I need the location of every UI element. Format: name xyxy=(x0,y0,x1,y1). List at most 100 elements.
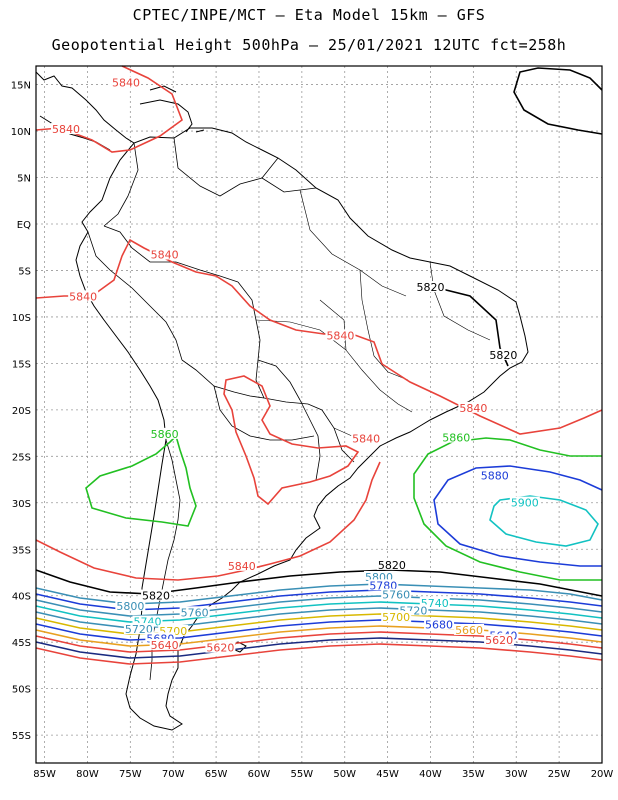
contour-label-background xyxy=(368,579,399,591)
contour-label-background xyxy=(158,624,189,636)
latitude-tick-label: 20S xyxy=(12,406,31,417)
latitude-tick-label: EQ xyxy=(17,220,31,231)
map-title: CPTEC/INPE/MCT – Eta Model 15km – GFS xyxy=(132,6,486,24)
contour-5840-north xyxy=(35,65,183,153)
contour-label-background xyxy=(68,290,99,302)
latitude-tick-label: 15N xyxy=(11,81,31,92)
contour-label: 5760 xyxy=(382,589,410,602)
contour-label-background xyxy=(351,432,382,444)
contour-label-background xyxy=(179,606,210,618)
latitude-tick-label: 15S xyxy=(12,359,31,370)
longitude-tick-label: 35W xyxy=(462,769,485,780)
latitude-tick-label: 50S xyxy=(12,685,31,696)
contour-5860-west xyxy=(85,434,197,527)
map-frame xyxy=(35,65,603,764)
contour-label: 5760 xyxy=(181,606,209,619)
contour-5820-black xyxy=(35,569,603,597)
contour-5860-east xyxy=(413,437,602,581)
graticule xyxy=(36,66,603,763)
contour-label-background xyxy=(419,597,450,609)
contour-label: 5900 xyxy=(511,497,539,510)
contour-label: 5820 xyxy=(142,590,170,603)
longitude-tick-label: 85W xyxy=(33,769,56,780)
contour-label-background xyxy=(479,469,510,481)
contour-label: 5840 xyxy=(69,290,97,303)
longitude-tick-label: 25W xyxy=(548,769,571,780)
contour-label-background xyxy=(149,248,180,260)
contour-label: 5820 xyxy=(378,559,406,572)
contour-label: 5840 xyxy=(352,433,380,446)
contour-label: 5840 xyxy=(326,329,354,342)
contour-label-background xyxy=(325,329,356,341)
contour-label-background xyxy=(149,638,180,650)
contour-label: 5860 xyxy=(151,428,179,441)
longitude-tick-label: 20W xyxy=(591,769,614,780)
latitude-tick-label: 55S xyxy=(12,731,31,742)
contour-label-background xyxy=(454,623,485,635)
latitude-tick-label: 40S xyxy=(12,592,31,603)
contour-label: 5680 xyxy=(425,618,453,631)
contour-5880 xyxy=(433,465,603,567)
contour-label-background xyxy=(149,427,180,439)
latitude-tick-label: 10S xyxy=(12,313,31,324)
contour-label: 5840 xyxy=(459,402,487,415)
longitude-tick-label: 40W xyxy=(419,769,442,780)
longitude-tick-label: 55W xyxy=(291,769,314,780)
contour-5820-ne2 xyxy=(513,67,603,135)
contour-label: 5800 xyxy=(116,600,144,613)
contour-label: 5860 xyxy=(442,432,470,445)
contour-5660 xyxy=(35,625,603,647)
contour-label-background xyxy=(111,76,142,88)
contour-5840-main xyxy=(35,238,603,435)
contour-label-background xyxy=(376,558,407,570)
contour-label: 5640 xyxy=(151,639,179,652)
map-subtitle: Geopotential Height 500hPa – 25/01/2021 … xyxy=(51,36,567,54)
longitude-tick-label: 30W xyxy=(505,769,528,780)
latitude-tick-label: 30S xyxy=(12,499,31,510)
latitude-tick-label: 5S xyxy=(18,266,31,277)
contour-5620 xyxy=(35,643,603,665)
contour-label-background xyxy=(51,123,82,135)
contour-5840-south xyxy=(35,461,381,581)
contour-label-background xyxy=(441,431,472,443)
contour-label: 5880 xyxy=(481,470,509,483)
contour-label-background xyxy=(132,615,163,627)
contour-label-background xyxy=(424,618,455,630)
latitude-tick-label: 5N xyxy=(17,174,31,185)
latitude-tick-label: 10N xyxy=(11,127,31,138)
contour-5680 xyxy=(35,619,603,641)
contour-label-background xyxy=(141,589,172,601)
contour-label: 5840 xyxy=(112,77,140,90)
longitude-tick-label: 75W xyxy=(119,769,142,780)
contour-label-background xyxy=(509,496,540,508)
contour-5760 xyxy=(35,595,603,617)
longitude-tick-label: 45W xyxy=(376,769,399,780)
latitude-tick-label: 35S xyxy=(12,545,31,556)
contour-labels: 5840 5840 5840 5840 5840 5840 5840 5840 5820 5820… xyxy=(51,76,540,655)
contour-label: 5620 xyxy=(206,642,234,655)
longitude-tick-label: 60W xyxy=(248,769,271,780)
latitude-tick-label: 45S xyxy=(12,638,31,649)
longitude-tick-label: 80W xyxy=(76,769,99,780)
contour-label: 5700 xyxy=(382,611,410,624)
contour-label-background xyxy=(415,281,446,293)
contour-label: 5820 xyxy=(489,349,517,362)
contour-label-background xyxy=(123,623,154,635)
latitude-tick-label: 25S xyxy=(12,452,31,463)
contour-label: 5840 xyxy=(228,560,256,573)
contour-label: 5820 xyxy=(416,281,444,294)
caribbean-islands xyxy=(139,85,205,133)
contour-label-background xyxy=(381,610,412,622)
contour-5640-navy xyxy=(35,637,603,659)
contour-5640-red xyxy=(35,631,603,653)
longitude-tick-label: 50W xyxy=(333,769,356,780)
contour-label-background xyxy=(115,599,146,611)
contour-label-background xyxy=(398,604,429,616)
contour-5840-inner xyxy=(223,375,360,506)
longitude-tick-label: 70W xyxy=(162,769,185,780)
latitude-labels: 15N 10N 5N EQ 5S 10S 15S 20S 25S 30S 35S 40S 45S 50S 5… xyxy=(11,81,31,743)
contour-label: 5840 xyxy=(151,249,179,262)
state-borders xyxy=(255,189,491,443)
contour-label: 5840 xyxy=(52,123,80,136)
